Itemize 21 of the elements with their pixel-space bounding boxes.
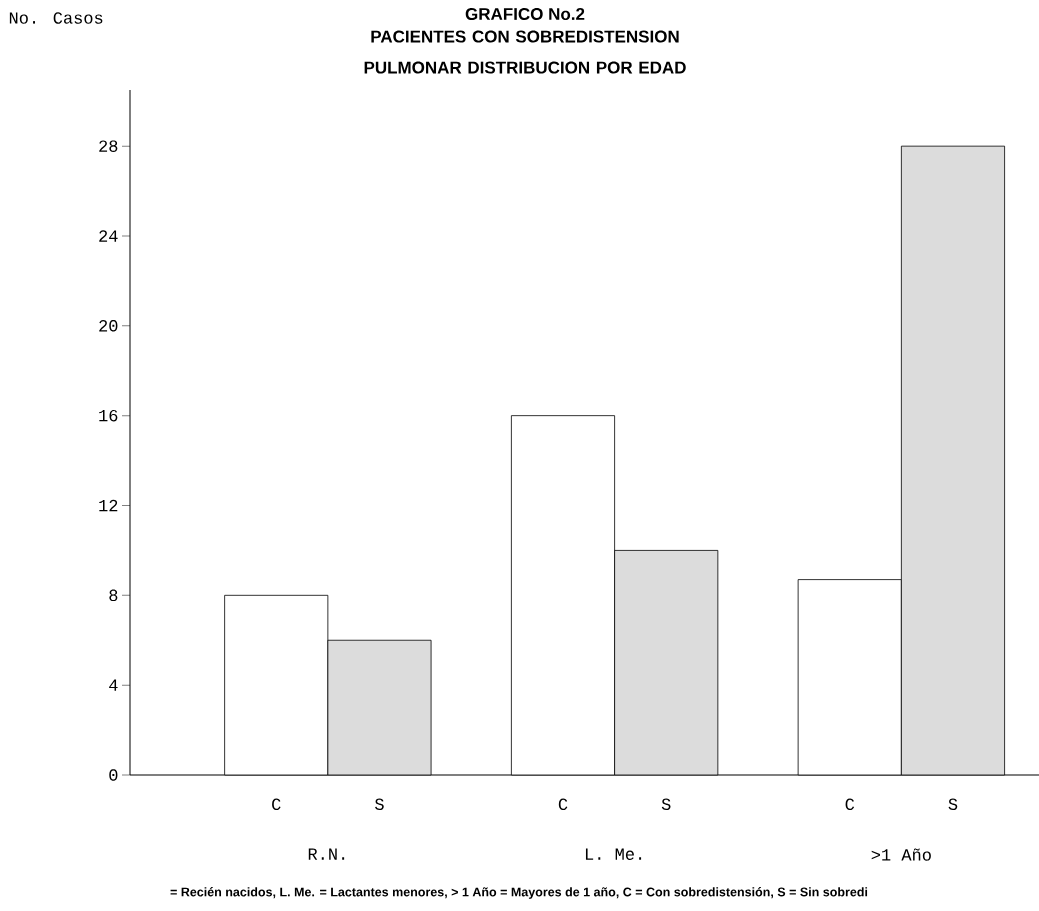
y-tick-label: 16 — [99, 409, 118, 422]
chart-title: GRAFICO No.2 — [465, 7, 585, 21]
x-tick-label: >1 Año — [871, 848, 931, 861]
text: = Recién nacidos, L. Me. = Lactantes menores, > 1 Año = Mayores de 1 año, C = Con sobredistensión, S = Sin sobredi — [170, 887, 868, 899]
series-label: C — [272, 798, 281, 811]
y-tick-label: 4 — [109, 679, 118, 691]
y-axis-title: No. Casos — [9, 12, 103, 24]
y-tick-label: 0 — [109, 769, 118, 781]
text: C — [845, 798, 855, 811]
text: S — [948, 798, 958, 811]
x-tick-label: R.N. — [308, 848, 345, 860]
chart-subtitle: PACIENTES CON SOBREDISTENSION PULMONAR DISTRIBUCION POR EDAD — [364, 30, 686, 74]
text: S — [661, 798, 671, 811]
y-tick-label: 8 — [109, 589, 118, 602]
text: C — [558, 798, 568, 811]
y-tick-label: 12 — [99, 499, 118, 512]
y-tick-label: 20 — [99, 320, 118, 332]
y-tick-label: 24 — [99, 230, 118, 242]
y-tick-label: 28 — [99, 140, 118, 152]
x-tick-label: L. Me. — [585, 848, 642, 860]
series-label: S — [375, 798, 384, 811]
